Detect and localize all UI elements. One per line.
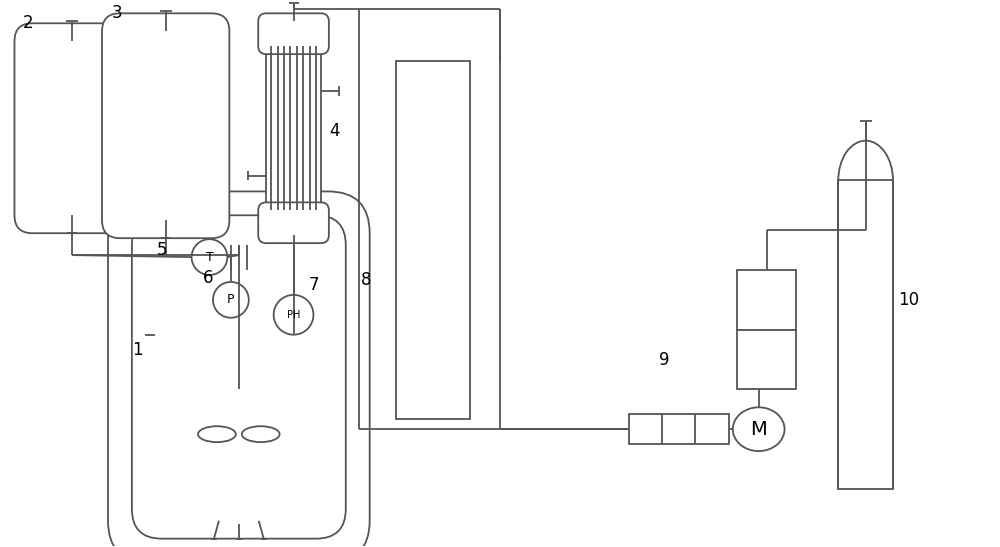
Circle shape xyxy=(274,295,313,335)
Circle shape xyxy=(192,239,227,275)
Text: 4: 4 xyxy=(329,122,339,139)
Bar xyxy=(266,21,321,235)
FancyBboxPatch shape xyxy=(258,202,329,243)
Text: T: T xyxy=(206,251,213,264)
Circle shape xyxy=(213,282,249,318)
Text: PH: PH xyxy=(287,310,300,320)
Text: 7: 7 xyxy=(308,276,319,294)
Text: 9: 9 xyxy=(659,351,670,369)
Bar xyxy=(737,270,796,330)
Text: 1: 1 xyxy=(132,341,143,359)
Ellipse shape xyxy=(242,426,280,442)
FancyBboxPatch shape xyxy=(258,13,329,54)
FancyBboxPatch shape xyxy=(132,216,346,539)
Text: 2: 2 xyxy=(22,14,33,32)
Bar xyxy=(838,181,893,489)
Bar xyxy=(629,414,729,444)
Text: 3: 3 xyxy=(112,4,123,22)
Text: 5: 5 xyxy=(157,241,167,259)
Bar xyxy=(396,61,470,419)
Text: M: M xyxy=(750,420,767,439)
Bar xyxy=(737,330,796,389)
Ellipse shape xyxy=(198,426,236,442)
Text: 10: 10 xyxy=(898,291,919,309)
FancyBboxPatch shape xyxy=(102,13,229,238)
Ellipse shape xyxy=(733,408,785,451)
Text: 8: 8 xyxy=(361,271,371,289)
FancyBboxPatch shape xyxy=(14,24,130,233)
Text: 6: 6 xyxy=(203,269,214,287)
Text: P: P xyxy=(227,293,235,306)
